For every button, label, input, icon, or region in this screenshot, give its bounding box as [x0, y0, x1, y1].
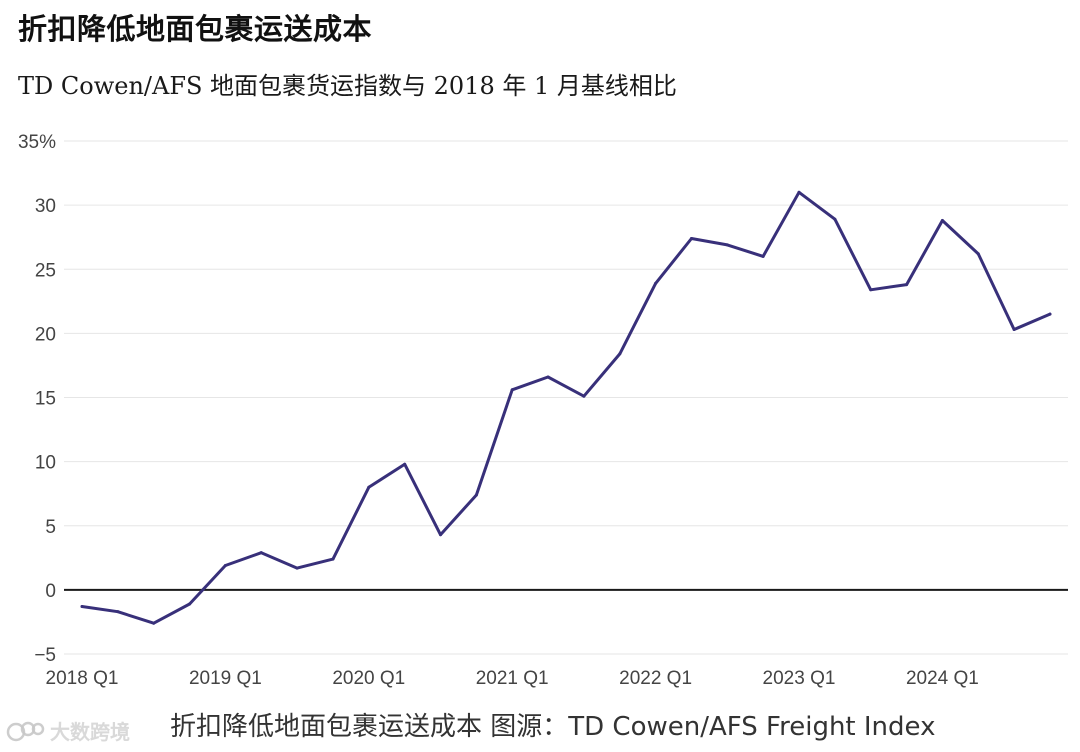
- data-point: [367, 485, 371, 489]
- y-tick-label: 35%: [18, 132, 56, 153]
- data-point: [905, 283, 909, 287]
- data-point: [869, 288, 873, 292]
- data-point: [152, 621, 156, 625]
- data-point: [725, 243, 729, 247]
- x-tick-label: 2018 Q1: [46, 668, 119, 689]
- data-point: [833, 217, 837, 221]
- data-point: [474, 493, 478, 497]
- x-axis-ticks: 2018 Q1 2019 Q1 2020 Q1 2021 Q1 2022 Q1 2023 …: [46, 668, 979, 689]
- data-point: [116, 610, 120, 614]
- y-tick-label: −5: [34, 645, 56, 666]
- data-point: [582, 394, 586, 398]
- data-point: [331, 557, 335, 561]
- data-point: [510, 388, 514, 392]
- series-line: [80, 190, 1052, 625]
- data-point: [976, 252, 980, 256]
- data-point: [188, 602, 192, 606]
- data-point: [797, 190, 801, 194]
- source-caption: 折扣降低地面包裹运送成本 图源：TD Cowen/AFS Freight Ind…: [170, 712, 936, 742]
- x-tick-label: 2022 Q1: [619, 668, 692, 689]
- y-tick-label: 5: [45, 517, 56, 538]
- y-tick-label: 0: [45, 581, 56, 602]
- y-tick-label: 25: [35, 260, 56, 281]
- x-tick-label: 2020 Q1: [332, 668, 405, 689]
- y-tick-label: 20: [35, 324, 56, 345]
- data-point: [439, 533, 442, 537]
- y-axis-ticks: −5 0 5 10 15 20 25 30 35%: [18, 132, 56, 666]
- watermark-text: 大数跨境: [50, 720, 130, 744]
- watermark-logo-icon: [6, 721, 45, 741]
- chart-title: 折扣降低地面包裹运送成本: [18, 12, 373, 46]
- data-point: [80, 605, 84, 609]
- x-tick-label: 2019 Q1: [189, 668, 262, 689]
- x-tick-label: 2024 Q1: [906, 668, 979, 689]
- data-point: [689, 236, 693, 240]
- chart-subtitle: TD Cowen/AFS 地面包裹货运指数与 2018 年 1 月基线相比: [18, 72, 677, 100]
- y-tick-label: 10: [35, 453, 56, 474]
- data-point: [259, 551, 263, 555]
- data-point: [618, 352, 622, 356]
- data-point: [1048, 312, 1052, 316]
- data-point: [940, 219, 944, 223]
- data-point: [295, 566, 299, 570]
- gridlines: [64, 140, 1068, 655]
- data-point: [1012, 328, 1016, 332]
- x-tick-label: 2023 Q1: [763, 668, 836, 689]
- y-tick-label: 30: [35, 196, 56, 217]
- data-point: [223, 564, 227, 568]
- data-point: [654, 281, 658, 285]
- x-tick-label: 2021 Q1: [476, 668, 549, 689]
- y-tick-label: 15: [35, 389, 56, 410]
- data-point: [761, 254, 765, 258]
- series-layer: [80, 190, 1052, 625]
- watermark: 大数跨境: [6, 716, 130, 745]
- data-point: [403, 462, 407, 466]
- data-point: [546, 375, 550, 379]
